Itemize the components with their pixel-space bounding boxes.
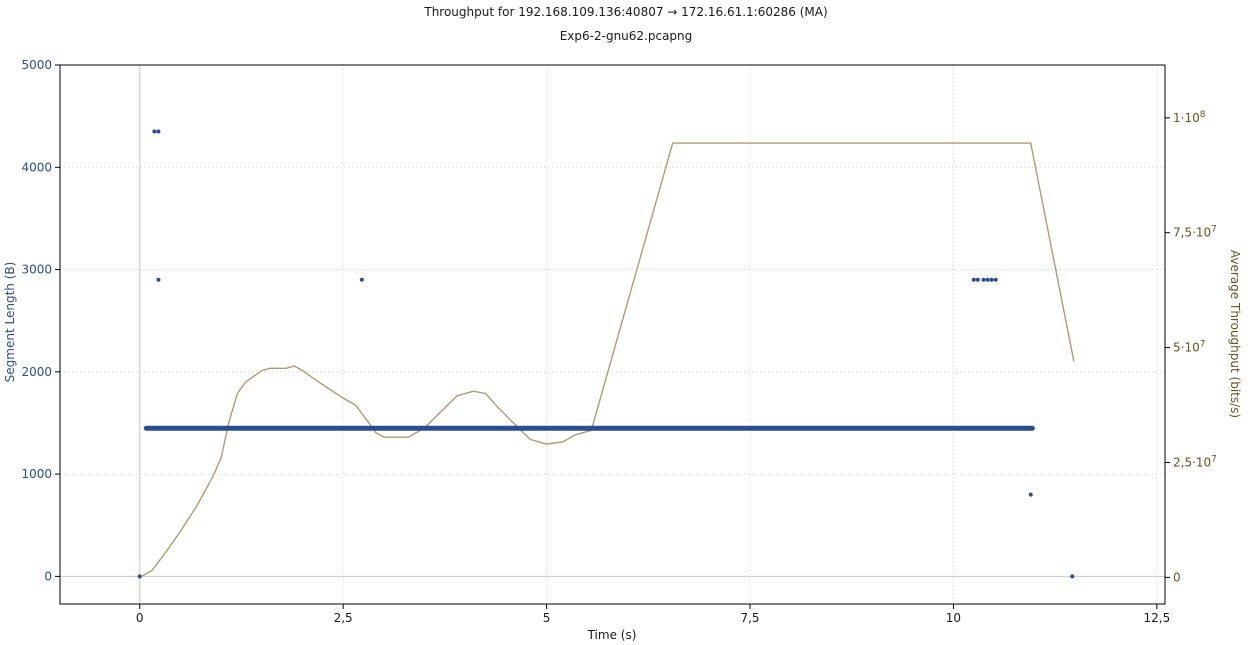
throughput-layer	[139, 142, 1075, 578]
y-right-axis-ticks: 0 2,5·107 5·107 7,5·107 1·108	[1165, 110, 1217, 584]
zero-lines	[60, 65, 1165, 604]
y-left-tick-label: 1000	[21, 467, 52, 481]
x-tick-label: 5	[543, 611, 551, 625]
plot-frame	[59, 64, 1166, 605]
segment-point	[156, 277, 161, 282]
segment-point	[971, 277, 976, 282]
y-left-tick-label: 2000	[21, 365, 52, 379]
y-right-axis-label: Average Throughput (bits/s)	[1228, 250, 1242, 418]
y-right-tick-label: 2,5·107	[1173, 454, 1217, 469]
chart-title: Throughput for 192.168.109.136:40807 → 1…	[423, 5, 827, 19]
segment-point	[993, 277, 998, 282]
y-left-tick-label: 5000	[21, 58, 52, 72]
y-right-tick-label: 5·107	[1173, 340, 1205, 355]
segment-point	[137, 574, 142, 579]
y-right-tick-label: 0	[1173, 570, 1181, 584]
x-tick-label: 7,5	[740, 611, 759, 625]
y-left-tick-label: 4000	[21, 160, 52, 174]
x-tick-label: 0	[136, 611, 144, 625]
y-left-axis-label: Segment Length (B)	[3, 262, 17, 383]
y-left-tick-label: 0	[44, 569, 52, 583]
segment-point	[975, 277, 980, 282]
x-tick-label: 12,5	[1144, 611, 1171, 625]
y-right-tick-label: 7,5·107	[1173, 225, 1217, 240]
grid-lines	[60, 64, 1165, 604]
segment-point	[989, 277, 994, 282]
segments-layer	[137, 129, 1075, 579]
y-left-axis-ticks: 0 1000 2000 3000 4000 5000	[21, 58, 60, 583]
throughput-series-line	[139, 142, 1075, 578]
chart-subtitle: Exp6-2-gnu62.pcapng	[560, 29, 693, 43]
segment-point	[156, 129, 161, 134]
segment-point	[981, 277, 986, 282]
segment-point	[359, 277, 364, 282]
x-axis-ticks: 0 2,5 5 7,5 10 12,5	[136, 604, 1170, 625]
segment-point	[1028, 492, 1033, 497]
x-tick-label: 10	[946, 611, 961, 625]
y-right-tick-label: 1·108	[1173, 110, 1206, 125]
segment-point	[152, 129, 157, 134]
x-tick-label: 2,5	[334, 611, 353, 625]
segment-point	[985, 277, 990, 282]
segment-point	[1070, 574, 1075, 579]
y-left-tick-label: 3000	[21, 263, 52, 277]
x-axis-label: Time (s)	[587, 628, 637, 642]
